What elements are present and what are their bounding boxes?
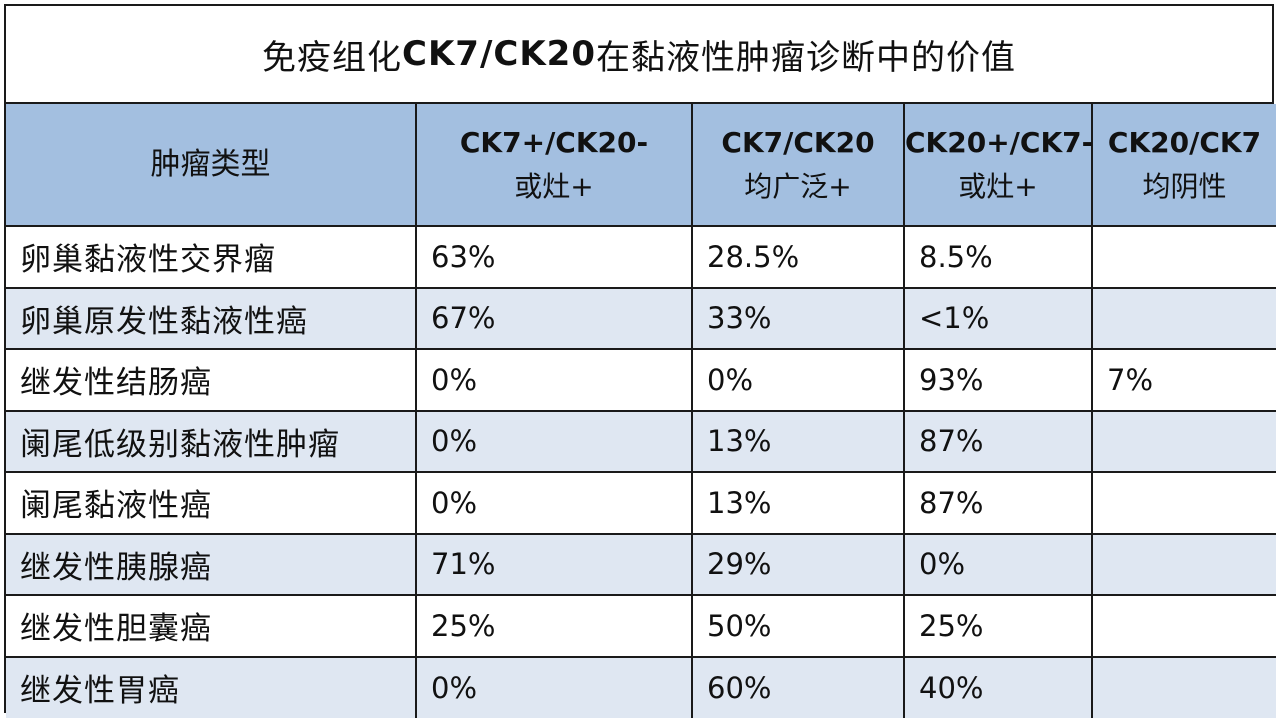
cell-both-neg: 7% [1091, 348, 1276, 412]
header-col3-line1: CK20+/CK7- [905, 125, 1094, 159]
cell-ck7pos: 67% [415, 286, 693, 350]
cell-both-pos: 0% [691, 348, 905, 412]
row-tumor-name: 继发性胃癌 [6, 655, 417, 718]
header-col1-line1: CK7+/CK20- [459, 125, 649, 159]
table-row: 阑尾低级别黏液性肿瘤 0% 13% 87% [6, 409, 1276, 473]
row-tumor-name: 继发性胰腺癌 [6, 532, 417, 596]
table-row: 继发性胆囊癌 25% 50% 25% [6, 594, 1276, 658]
cell-both-neg [1091, 655, 1276, 718]
cell-both-pos: 13% [691, 471, 905, 535]
title-suffix: 在黏液性肿瘤诊断中的价值 [596, 37, 1016, 78]
header-row: 肿瘤类型 CK7+/CK20- 或灶+ CK7/CK20 均广泛+ CK20+/… [6, 104, 1276, 227]
row-tumor-name: 阑尾低级别黏液性肿瘤 [6, 409, 417, 473]
header-col-both-pos: CK7/CK20 均广泛+ [691, 104, 905, 227]
title-prefix: 免疫组化 [262, 37, 402, 78]
row-tumor-name: 继发性结肠癌 [6, 348, 417, 412]
cell-both-pos: 29% [691, 532, 905, 596]
cell-ck7pos: 0% [415, 348, 693, 412]
cell-both-neg [1091, 225, 1276, 289]
header-col4-line2: 均阴性 [1142, 169, 1227, 203]
table-row: 继发性胃癌 0% 60% 40% [6, 655, 1276, 718]
row-tumor-name: 阑尾黏液性癌 [6, 471, 417, 535]
cell-both-neg [1091, 409, 1276, 473]
table-row: 继发性胰腺癌 71% 29% 0% [6, 532, 1276, 596]
cell-ck20pos: 93% [903, 348, 1093, 412]
cell-ck7pos: 25% [415, 594, 693, 658]
data-table: 肿瘤类型 CK7+/CK20- 或灶+ CK7/CK20 均广泛+ CK20+/… [6, 104, 1276, 718]
cell-ck7pos: 0% [415, 409, 693, 473]
table-row: 卵巢原发性黏液性癌 67% 33% <1% [6, 286, 1276, 350]
cell-ck20pos: 87% [903, 409, 1093, 473]
table-row: 继发性结肠癌 0% 0% 93% 7% [6, 348, 1276, 412]
table-title: 免疫组化 CK7/CK20 在黏液性肿瘤诊断中的价值 [6, 6, 1272, 104]
row-tumor-name: 卵巢黏液性交界瘤 [6, 225, 417, 289]
table-frame: 免疫组化 CK7/CK20 在黏液性肿瘤诊断中的价值 肿瘤类型 CK7+/CK2… [4, 4, 1276, 718]
cell-both-neg [1091, 594, 1276, 658]
table-row: 卵巢黏液性交界瘤 63% 28.5% 8.5% [6, 225, 1276, 289]
cell-both-neg [1091, 532, 1276, 596]
cell-ck20pos: 25% [903, 594, 1093, 658]
title-marker: CK7/CK20 [402, 34, 596, 74]
cell-both-pos: 60% [691, 655, 905, 718]
cell-ck20pos: 40% [903, 655, 1093, 718]
header-col-ck20pos: CK20+/CK7- 或灶+ [903, 104, 1094, 227]
cell-both-pos: 33% [691, 286, 905, 350]
row-tumor-name: 继发性胆囊癌 [6, 594, 417, 658]
cell-both-pos: 13% [691, 409, 905, 473]
cell-ck7pos: 0% [415, 471, 693, 535]
cell-ck7pos: 71% [415, 532, 693, 596]
cell-ck20pos: 0% [903, 532, 1093, 596]
header-col2-line2: 均广泛+ [744, 169, 852, 203]
row-tumor-name: 卵巢原发性黏液性癌 [6, 286, 417, 350]
header-tumor-type: 肿瘤类型 [6, 104, 417, 227]
header-col-both-neg: CK20/CK7 均阴性 [1091, 104, 1276, 227]
header-col2-line1: CK7/CK20 [721, 125, 875, 159]
header-col4-line1: CK20/CK7 [1107, 125, 1262, 159]
cell-ck7pos: 0% [415, 655, 693, 718]
header-col3-line2: 或灶+ [958, 169, 1038, 203]
header-col-ck7pos: CK7+/CK20- 或灶+ [415, 104, 693, 227]
cell-ck20pos: 87% [903, 471, 1093, 535]
cell-both-neg [1091, 286, 1276, 350]
table-row: 阑尾黏液性癌 0% 13% 87% [6, 471, 1276, 535]
header-col1-line2: 或灶+ [514, 169, 594, 203]
cell-both-neg [1091, 471, 1276, 535]
cell-ck20pos: 8.5% [903, 225, 1093, 289]
cell-ck20pos: <1% [903, 286, 1093, 350]
cell-ck7pos: 63% [415, 225, 693, 289]
cell-both-pos: 28.5% [691, 225, 905, 289]
cell-both-pos: 50% [691, 594, 905, 658]
